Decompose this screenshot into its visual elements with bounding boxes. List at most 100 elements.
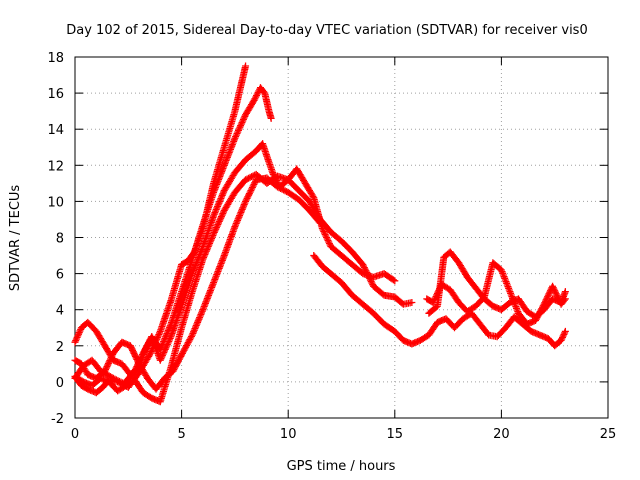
data-point	[202, 247, 210, 255]
data-point	[112, 376, 120, 384]
data-point	[251, 179, 259, 187]
data-point	[512, 303, 520, 311]
data-point	[434, 288, 442, 296]
data-point	[242, 62, 250, 70]
data-point	[243, 175, 251, 183]
data-point	[248, 173, 256, 181]
data-point	[212, 206, 220, 214]
data-point	[550, 285, 558, 293]
data-point	[242, 197, 250, 205]
data-point	[513, 306, 521, 314]
data-point	[240, 114, 248, 122]
data-point	[246, 173, 254, 181]
data-point	[102, 366, 110, 374]
data-point	[551, 288, 559, 296]
data-point	[215, 199, 223, 207]
data-point	[76, 327, 84, 335]
data-point	[156, 356, 164, 364]
x-tick-label: 10	[280, 427, 297, 442]
data-point	[130, 349, 138, 357]
data-point	[213, 222, 221, 230]
data-point	[561, 288, 569, 296]
data-point	[432, 292, 440, 300]
data-point	[281, 187, 289, 195]
data-point	[212, 207, 220, 215]
data-point	[309, 192, 317, 200]
data-point	[131, 352, 139, 360]
data-point	[188, 331, 196, 339]
data-point	[509, 296, 517, 304]
data-point	[146, 351, 154, 359]
data-point	[252, 92, 260, 100]
data-point	[161, 347, 169, 355]
data-point	[196, 312, 204, 320]
data-point	[214, 221, 222, 229]
data-point	[245, 190, 253, 198]
data-point	[202, 249, 210, 257]
data-point	[107, 354, 115, 362]
data-point	[323, 235, 331, 243]
data-point	[212, 224, 220, 232]
data-point	[509, 294, 517, 302]
data-point	[206, 238, 214, 246]
data-point	[163, 342, 171, 350]
data-point	[144, 341, 152, 349]
data-point	[194, 317, 202, 325]
data-point	[71, 338, 79, 346]
data-point	[248, 185, 256, 193]
data-point	[154, 332, 162, 340]
data-point	[246, 188, 254, 196]
plot-border	[74, 56, 609, 419]
data-point	[192, 323, 200, 331]
data-point	[512, 304, 520, 312]
data-point	[101, 367, 109, 375]
data-point	[165, 337, 173, 345]
data-point	[361, 265, 369, 273]
data-point	[234, 216, 242, 224]
data-point	[320, 229, 328, 237]
grid	[75, 57, 608, 418]
data-point	[216, 196, 224, 204]
data-point	[215, 219, 223, 227]
data-point	[510, 298, 518, 306]
data-point	[232, 220, 240, 228]
data-point	[436, 285, 444, 293]
data-point	[559, 332, 567, 340]
data-point	[511, 299, 519, 307]
data-point	[194, 318, 202, 326]
data-point	[201, 250, 209, 258]
data-point	[507, 291, 515, 299]
data-point	[245, 191, 253, 199]
data-point	[183, 342, 191, 350]
data-point	[551, 287, 559, 295]
data-point	[142, 344, 150, 352]
data-point	[321, 230, 329, 238]
data-point	[544, 291, 552, 299]
data-point	[501, 276, 509, 284]
data-point	[391, 277, 399, 285]
y-tick-label: 4	[56, 304, 64, 319]
data-point	[541, 297, 549, 305]
data-point	[557, 336, 565, 344]
data-point	[363, 268, 371, 276]
data-point	[242, 196, 250, 204]
data-point	[275, 184, 283, 192]
y-tick-label: 18	[47, 51, 64, 66]
data-point	[366, 274, 374, 282]
data-point	[178, 349, 186, 357]
data-point	[561, 295, 569, 303]
data-point	[558, 335, 566, 343]
data-point	[192, 321, 200, 329]
data-point	[220, 208, 228, 216]
data-point	[362, 267, 370, 275]
data-point	[241, 112, 249, 120]
data-point	[234, 215, 242, 223]
data-point	[234, 128, 242, 136]
data-point	[129, 348, 137, 356]
data-point	[217, 213, 225, 221]
series-track-6	[310, 252, 569, 350]
data-point	[325, 240, 333, 248]
data-point	[177, 352, 185, 360]
data-point	[503, 279, 511, 287]
data-point	[128, 345, 136, 353]
